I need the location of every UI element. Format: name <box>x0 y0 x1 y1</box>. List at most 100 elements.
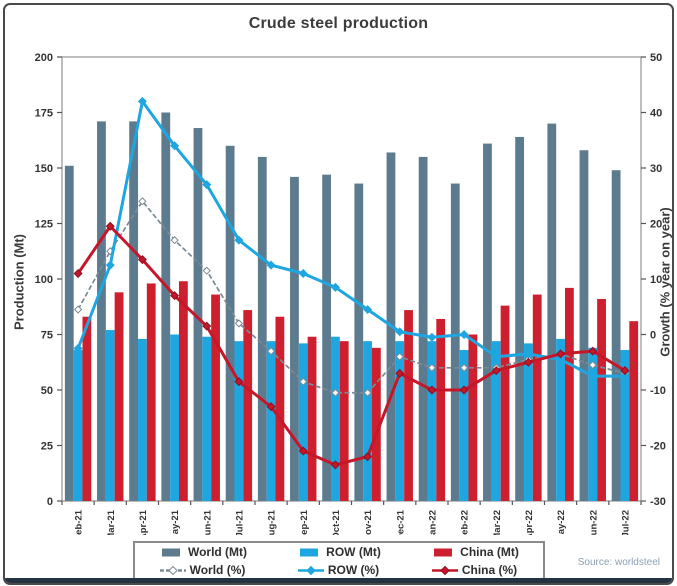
svg-text:10: 10 <box>650 274 662 286</box>
x-tick-label: Dec-21 <box>395 509 406 535</box>
china-line <box>73 221 630 470</box>
world-marker <box>363 388 372 397</box>
world-mt-bar <box>483 143 492 501</box>
china-marker <box>202 321 212 331</box>
china-mt-bar <box>146 283 156 501</box>
row-marker <box>491 352 501 362</box>
row-marker <box>620 371 630 381</box>
legend-item-world-mt: World (Mt) <box>135 546 271 558</box>
row-marker <box>395 327 405 337</box>
world-mt-bar <box>64 165 74 501</box>
world-marker <box>202 266 211 275</box>
world-mt-bar <box>193 128 203 501</box>
row-mt-bar <box>459 350 469 501</box>
world-marker <box>588 360 597 370</box>
svg-text:50: 50 <box>41 385 53 397</box>
row-marker <box>459 329 469 340</box>
row-line-glyph <box>297 565 324 575</box>
svg-text:-10: -10 <box>650 385 666 397</box>
world-marker <box>299 377 308 386</box>
legend-label: World (Mt) <box>187 545 248 559</box>
row-marker <box>105 260 115 270</box>
row-mt-bar <box>331 336 340 501</box>
row-marker <box>234 235 244 245</box>
china-marker <box>298 446 308 456</box>
row-mt-bar <box>298 343 308 501</box>
china-mt-bar <box>307 336 317 501</box>
china-mt-bar <box>404 310 413 501</box>
row-marker <box>170 141 180 151</box>
world-marker <box>234 319 244 328</box>
row-mt-bar <box>363 341 372 501</box>
china-mt-bar <box>468 334 478 501</box>
bottom-border-bar <box>5 578 672 583</box>
x-tick-label: Mar-22 <box>492 510 503 535</box>
x-tick-label: Sep-21 <box>299 509 310 535</box>
legend-label: ROW (%) <box>327 563 380 577</box>
x-tick-label: Feb-21 <box>74 509 85 535</box>
row-marker <box>137 96 147 106</box>
legend-item-row-mt: ROW (Mt) <box>271 546 407 558</box>
svg-text:200: 200 <box>35 52 53 64</box>
x-tick-label: Apr-22 <box>524 510 535 535</box>
legend-label: World (%) <box>189 563 246 577</box>
row-mt-bars <box>73 330 630 501</box>
world-mt-bar <box>579 150 589 502</box>
row-mt-swatch <box>300 548 319 556</box>
x-tick-label: Feb-22 <box>460 510 471 535</box>
row-mt-bar <box>588 347 598 501</box>
legend-label: China (Mt) <box>460 545 519 559</box>
row-marker <box>73 343 83 353</box>
row-marker <box>427 332 437 342</box>
china-marker <box>363 452 373 462</box>
world-mt-bar <box>450 183 460 502</box>
world-mt-bar <box>611 170 621 501</box>
row-marker <box>556 354 566 364</box>
world-mt-bar <box>257 156 267 501</box>
x-tick-label: Jun-21 <box>202 509 213 535</box>
row-mt-bar <box>620 350 630 501</box>
x-tick-label: Jan-22 <box>427 510 438 535</box>
world-marker <box>266 347 276 356</box>
x-tick-label: Aug-21 <box>267 509 278 535</box>
legend-item-china-mt: China (Mt) <box>407 546 543 558</box>
row-mt-bar <box>524 343 533 501</box>
svg-text:30: 30 <box>650 163 662 175</box>
row-mt-bar <box>73 350 83 501</box>
china-marker <box>427 385 437 395</box>
legend-label: ROW (Mt) <box>326 545 381 559</box>
x-tick-label: May-22 <box>556 510 567 535</box>
row-marker <box>202 180 212 190</box>
china-mt-bar <box>82 316 92 501</box>
china-marker <box>459 385 469 395</box>
world-mt-bar <box>290 176 299 501</box>
world-mt-swatch <box>161 548 180 556</box>
row-mt-bar <box>138 338 147 501</box>
world-mt-bar <box>97 121 106 501</box>
svg-text:175: 175 <box>35 107 53 119</box>
china-mt-bar <box>339 341 349 501</box>
x-tick-label: Apr-21 <box>138 509 149 535</box>
world-marker <box>459 363 469 372</box>
world-mt-bar <box>354 183 364 502</box>
china-marker <box>266 402 276 412</box>
china-mt-bar <box>597 298 606 501</box>
china-mt-bar <box>629 321 639 501</box>
x-tick-label: May-21 <box>170 509 181 535</box>
row-marker <box>523 349 533 359</box>
legend-item-world: World (%) <box>135 564 271 576</box>
x-axis-ticks: Feb-21 Mar-21 Apr-21 May-21 Jun-21 Jul-21 Aug-… <box>61 501 642 535</box>
source-note: Source: worldsteel <box>577 557 660 568</box>
chart-plot-area: 0 25 50 75 100 125 150 175 200 -30 -20 -10 0 10 20 30 40… <box>35 52 666 535</box>
x-tick-label: Jul-21 <box>234 509 245 535</box>
row-marker <box>363 305 373 315</box>
x-tick-label: Mar-21 <box>106 509 117 535</box>
svg-text:50: 50 <box>650 52 662 64</box>
row-marker <box>266 260 276 270</box>
china-mt-bar <box>211 294 220 501</box>
x-tick-label: Nov-21 <box>363 509 374 535</box>
row-marker <box>330 282 340 292</box>
chart-title: Crude steel production <box>248 15 429 32</box>
row-mt-bar <box>491 341 501 501</box>
